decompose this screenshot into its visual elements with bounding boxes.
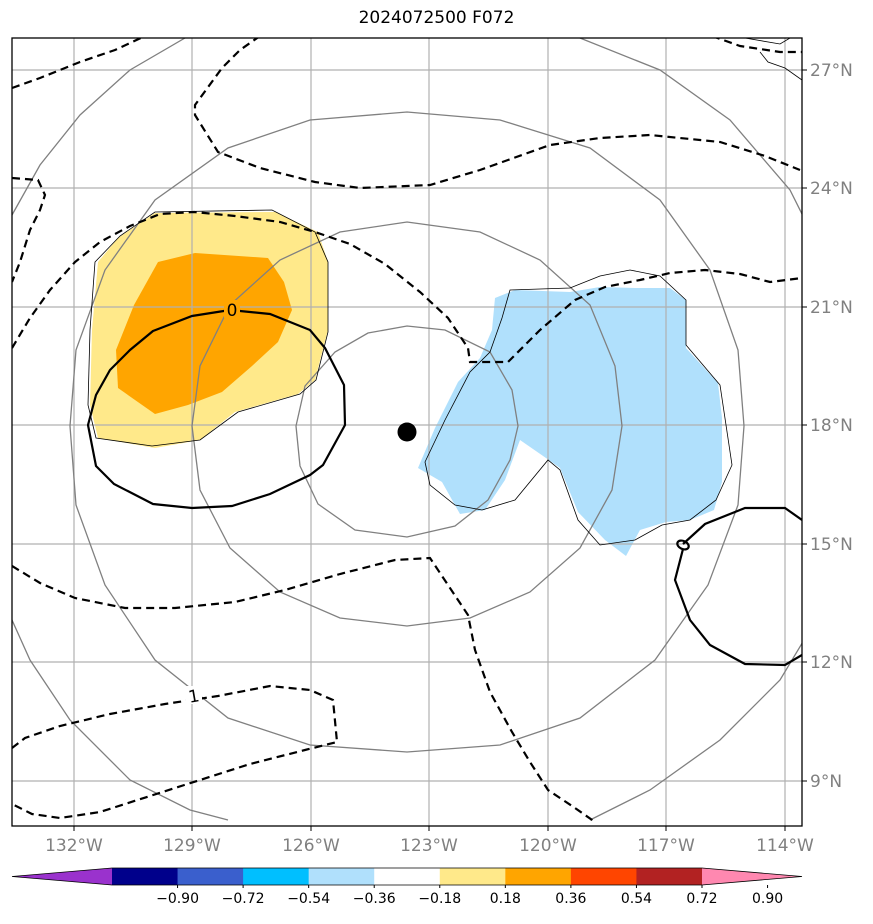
contour-label-one: 1 [187,686,201,708]
lat-label-21n: 21°N [810,298,853,318]
colorbar-tick-label: −0.72 [222,891,265,907]
colorbar-segment [636,868,703,885]
colorbar-extend-min [12,868,112,885]
colorbar-segment [570,868,637,885]
lat-label-15n: 15°N [810,535,853,555]
thin-contour-outlines [87,38,802,546]
colorbar-tick-label: −0.90 [156,891,199,907]
contour-label-zero: 0 [227,301,238,321]
range-rings [12,38,802,821]
axis-ticks [73,69,807,831]
colorbar-tick-label: −0.18 [418,891,461,907]
colorbar-outline [11,867,803,886]
lat-label-24n: 24°N [810,179,853,199]
colorbar-extend-max [702,868,802,885]
colorbar-tick-label: 0.90 [752,891,783,907]
negative-anomaly-area [418,287,722,556]
colorbar-segment [308,868,375,885]
lat-label-18n: 18°N [810,416,853,436]
colorbar-segment [505,868,572,885]
dashed-contours [12,38,802,823]
colorbar-tick-label: −0.54 [287,891,330,907]
colorbar: −0.90 −0.72 −0.54 −0.36 −0.18 0.18 0.36 0.54 0.7… [11,867,803,907]
colorbar-tick-label: 0.18 [490,891,521,907]
lon-label-120w: 120°W [519,836,577,856]
colorbar-tick-label: 0.36 [555,891,586,907]
lat-label-9n: 9°N [810,772,842,792]
map-frame [11,37,803,827]
zero-contours [86,308,802,667]
lat-label-27n: 27°N [810,61,853,81]
plot-title: 2024072500 F072 [358,8,515,28]
lon-label-126w: 126°W [282,836,340,856]
positive-anomaly-dark-area [116,253,292,414]
lon-label-123w: 123°W [400,836,458,856]
colorbar-segment [177,868,244,885]
lat-label-12n: 12°N [810,653,853,673]
lon-label-117w: 117°W [637,836,695,856]
colorbar-segment [439,868,506,885]
colorbar-tick-label: −0.36 [353,891,396,907]
colorbar-segment [374,868,441,885]
colorbar-tick-label: 0.72 [686,891,717,907]
storm-center-marker [397,422,417,442]
colorbar-segment [112,868,179,885]
lon-label-114w: 114°W [756,836,814,856]
lon-label-129w: 129°W [163,836,221,856]
lon-label-132w: 132°W [45,836,103,856]
colorbar-tick-label: 0.54 [621,891,652,907]
colorbar-segment [243,868,310,885]
